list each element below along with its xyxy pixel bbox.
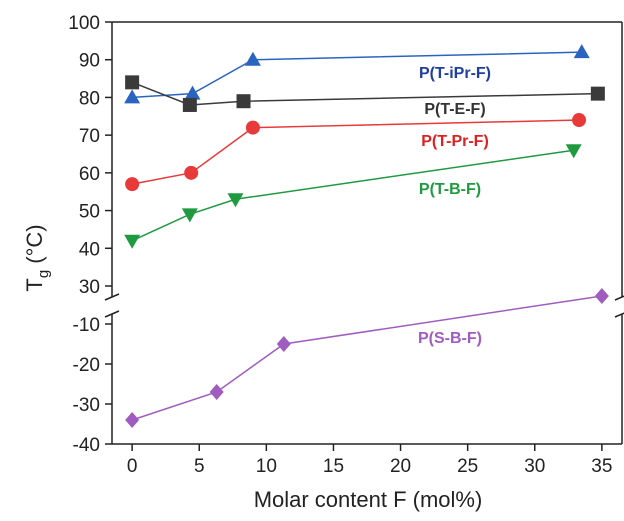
x-tick-label: 20 (390, 456, 411, 477)
y-tick-label: 90 (79, 51, 100, 72)
axes: 0 5 10 15 20 25 30 35 30 40 50 60 70 80 90 100 -40 -30 -20… (68, 13, 624, 477)
data-point-triangle-up (573, 44, 590, 59)
series-p-t-pr-f (125, 113, 587, 192)
axis-break-mark-right-bottom (614, 312, 624, 318)
data-point-square (125, 75, 140, 90)
y-tick-label: 40 (79, 239, 100, 260)
data-point-square (236, 94, 251, 109)
data-point-triangle-down (565, 144, 582, 159)
series-layer (124, 44, 609, 428)
y-tick-label: 80 (79, 88, 100, 109)
series-label: P(T-B-F) (419, 181, 481, 198)
series-p-t-e-f (125, 75, 605, 112)
y-axis-title-rest: (°C) (22, 224, 47, 269)
labels-layer: P(T-iPr-F) P(T-E-F) P(T-Pr-F) P(T-B-F) P(S-B… (418, 65, 491, 347)
x-axis-title: Molar content F (mol%) (254, 487, 483, 512)
series-p-t-ipr-f (124, 44, 590, 104)
x-tick-label: 35 (591, 456, 612, 477)
data-point-circle (184, 165, 199, 180)
data-point-diamond (125, 412, 140, 428)
y-axis-title-main: T (22, 278, 47, 291)
y-tick-label: 50 (79, 202, 100, 223)
y-tick-label: 60 (79, 164, 100, 185)
y-axis-title-sub: g (35, 270, 52, 278)
y-tick-label: -20 (73, 355, 100, 376)
data-point-circle (245, 120, 260, 135)
y-axis-title: Tg (°C) (22, 224, 52, 291)
data-point-triangle-up (184, 85, 201, 100)
series-line (131, 81, 598, 106)
data-point-triangle-up (244, 51, 261, 66)
data-point-circle (125, 177, 140, 192)
x-tick-label: 30 (524, 456, 545, 477)
data-point-diamond (209, 384, 224, 400)
y-tick-label: -10 (73, 315, 100, 336)
y-tick-label: -30 (73, 395, 100, 416)
data-point-diamond (594, 288, 609, 304)
series-label: P(T-Pr-F) (421, 133, 489, 150)
data-point-square (182, 97, 197, 112)
x-tick-label: 10 (256, 456, 277, 477)
y-tick-label: 30 (79, 277, 100, 298)
series-p-t-b-f (124, 144, 582, 249)
data-point-triangle-down (181, 208, 198, 223)
x-tick-label: 15 (323, 456, 344, 477)
x-tick-label: 5 (194, 456, 205, 477)
series-line (131, 295, 602, 421)
y-tick-label: -40 (73, 435, 100, 456)
data-point-diamond (276, 336, 291, 352)
axis-break-mark-left-bottom (104, 310, 120, 318)
series-line (131, 119, 580, 185)
y-tick-label: 100 (68, 13, 100, 34)
series-label: P(T-iPr-F) (419, 65, 491, 82)
series-p-s-b-f (125, 288, 609, 428)
data-point-circle (572, 113, 587, 128)
data-point-square (590, 86, 605, 101)
series-line (132, 51, 582, 99)
x-tick-label: 25 (457, 456, 478, 477)
data-point-triangle-up (124, 89, 141, 104)
y-tick-label: 70 (79, 126, 100, 147)
series-line (131, 149, 574, 242)
data-point-triangle-down (227, 193, 244, 208)
axis-break-mark-left-top (104, 293, 120, 301)
axis-break-mark-right-top (614, 295, 624, 301)
series-label: P(S-B-F) (418, 330, 482, 347)
series-label: P(T-E-F) (424, 101, 485, 118)
data-point-triangle-down (124, 234, 141, 249)
x-tick-label: 0 (127, 456, 138, 477)
